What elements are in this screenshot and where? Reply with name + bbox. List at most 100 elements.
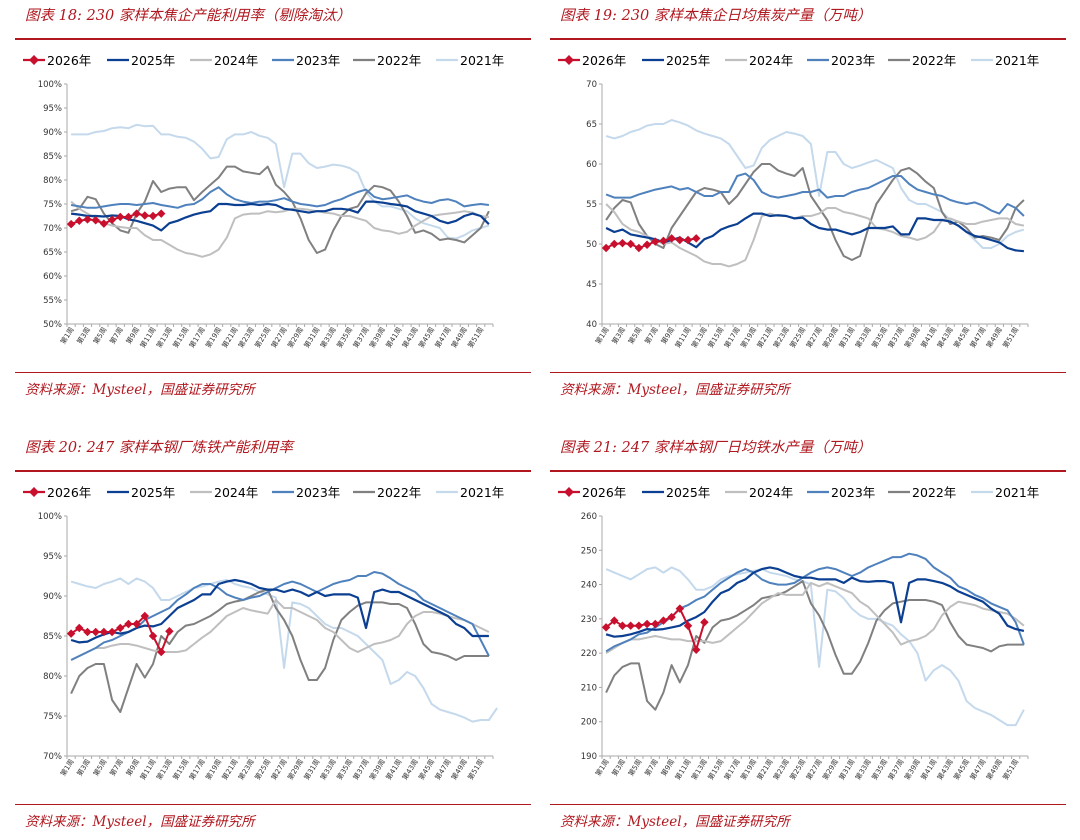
- chart-19: 2026年 2025年 2024年 2023年 2022年 2021年 40 45 50 55 60…: [558, 53, 1039, 349]
- x-tick-label: 第3周: [75, 325, 92, 345]
- series-line-2022: [605, 580, 1024, 711]
- legend-label: 2021年: [995, 53, 1039, 68]
- chart-title: 图表 20: 247 家样本钢厂炼铁产能利用率: [25, 440, 293, 456]
- x-tick-label: 第51周: [1001, 325, 1021, 349]
- y-tick-label: 95%: [43, 104, 62, 114]
- legend-item-2025: 2025年: [107, 485, 175, 500]
- chart-title: 图表 21: 247 家样本钢厂日均铁水产量（万吨）: [560, 440, 872, 456]
- x-tick-label: 第5周: [626, 757, 643, 777]
- y-tick-label: 60: [586, 160, 597, 170]
- legend-item-2021: 2021年: [436, 485, 504, 500]
- chart-18: 2026年 2025年 2024年 2023年 2022年 2021年 50% 55% 60% 6…: [23, 53, 504, 349]
- point-2026: [642, 619, 652, 629]
- point-2026: [610, 616, 619, 625]
- legend-item-2022: 2022年: [353, 53, 421, 68]
- title-rule: [15, 38, 531, 40]
- x-tick-label: 第9周: [124, 757, 141, 777]
- point-2026: [618, 238, 627, 248]
- legend-item-2024: 2024年: [725, 485, 793, 500]
- title-rule: [550, 470, 1066, 472]
- point-2026: [116, 212, 125, 222]
- series-line-2023: [70, 186, 490, 209]
- y-tick-label: 95%: [43, 552, 62, 562]
- legend-label: 2023年: [831, 53, 875, 68]
- source-note: 资料来源：Mysteel，国盛证券研究所: [25, 814, 255, 830]
- point-2026: [683, 235, 693, 245]
- x-tick-label: 第9周: [659, 757, 676, 777]
- point-2026: [601, 243, 611, 253]
- legend-label: 2026年: [47, 53, 91, 68]
- y-tick-label: 55: [586, 200, 597, 210]
- y-tick-label: 65: [586, 120, 597, 130]
- series-line-2021: [70, 577, 498, 723]
- point-2026: [66, 219, 76, 229]
- legend-label: 2026年: [582, 485, 626, 500]
- point-2026: [107, 627, 117, 637]
- point-2026: [83, 215, 92, 224]
- x-tick-label: 第5周: [91, 325, 108, 345]
- y-tick-label: 100%: [38, 512, 62, 522]
- legend-item-2023: 2023年: [807, 485, 875, 500]
- legend-item-2023: 2023年: [272, 485, 340, 500]
- y-tick-label: 220: [581, 649, 597, 659]
- series-line-2021: [605, 566, 1025, 727]
- point-2026: [165, 626, 174, 636]
- y-tick-label: 80%: [43, 672, 62, 682]
- series-line-2022: [70, 165, 490, 254]
- legend-item-2024: 2024年: [725, 53, 793, 68]
- legend-item-2026: 2026年: [23, 485, 91, 500]
- source-rule: [15, 804, 531, 805]
- x-tick-label: 第51周: [466, 325, 486, 349]
- x-tick-label: 第9周: [659, 325, 676, 345]
- chart-20: 2026年 2025年 2024年 2023年 2022年 2021年 70% 75% 80% 8…: [23, 485, 504, 781]
- y-tick-label: 85%: [43, 632, 62, 642]
- point-2026: [116, 623, 125, 633]
- legend-item-2022: 2022年: [888, 53, 956, 68]
- y-tick-label: 90%: [43, 128, 62, 138]
- y-tick-label: 85%: [43, 152, 62, 162]
- y-tick-label: 90%: [43, 592, 62, 602]
- legend-marker: [564, 487, 574, 497]
- series-line-2025: [70, 578, 489, 644]
- series-line-2025: [70, 200, 490, 232]
- series-line-2024: [70, 599, 490, 661]
- x-tick-label: 第7周: [108, 757, 125, 777]
- x-tick-label: 第9周: [124, 325, 141, 345]
- y-tick-label: 65%: [43, 248, 62, 258]
- x-tick-label: 第7周: [108, 325, 125, 345]
- series-line-2021: [71, 123, 490, 240]
- x-tick-label: 第3周: [75, 757, 92, 777]
- point-2026: [634, 621, 644, 630]
- legend-marker: [29, 55, 39, 65]
- x-tick-label: 第7周: [643, 757, 660, 777]
- x-tick-label: 第3周: [610, 757, 627, 777]
- series-line-2024: [70, 200, 490, 258]
- legend-label: 2021年: [460, 485, 504, 500]
- legend-label: 2024年: [214, 485, 258, 500]
- legend-item-2022: 2022年: [353, 485, 421, 500]
- legend-label: 2021年: [995, 485, 1039, 500]
- point-2026: [132, 209, 141, 218]
- y-tick-label: 210: [581, 683, 597, 693]
- series-line-2022: [605, 163, 1025, 261]
- source-note: 资料来源：Mysteel，国盛证券研究所: [25, 382, 255, 398]
- legend-item-2024: 2024年: [190, 53, 258, 68]
- y-tick-label: 50: [586, 240, 597, 250]
- x-tick-label: 第5周: [626, 325, 643, 345]
- x-tick-label: 第51周: [466, 757, 486, 781]
- point-2026: [91, 627, 100, 637]
- y-tick-label: 75%: [43, 712, 62, 722]
- point-2026: [610, 239, 619, 249]
- legend-item-2026: 2026年: [23, 53, 91, 68]
- point-2026: [83, 627, 92, 637]
- y-tick-label: 70%: [43, 224, 62, 234]
- point-2026: [651, 619, 660, 629]
- legend-label: 2025年: [131, 53, 175, 68]
- legend-label: 2022年: [377, 53, 421, 68]
- y-tick-label: 70: [586, 80, 597, 90]
- x-tick-label: 第3周: [610, 325, 627, 345]
- legend-label: 2021年: [460, 53, 504, 68]
- legend-item-2024: 2024年: [190, 485, 258, 500]
- legend-label: 2023年: [296, 53, 340, 68]
- legend-item-2026: 2026年: [558, 485, 626, 500]
